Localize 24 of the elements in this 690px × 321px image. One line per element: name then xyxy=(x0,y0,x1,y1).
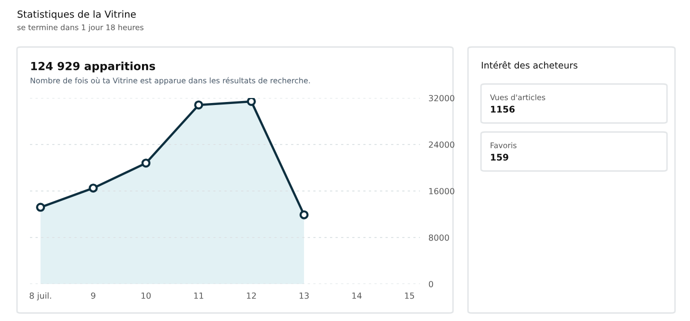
x-tick-label: 13 xyxy=(300,292,309,299)
x-tick-label: 8 juil. xyxy=(30,292,52,300)
x-tick-label: 9 xyxy=(91,292,96,299)
y-tick-label: 16000 xyxy=(429,188,454,194)
text: 159 xyxy=(491,154,508,161)
x-tick-label: 15 xyxy=(405,292,414,299)
text: 1156 xyxy=(491,106,515,113)
point xyxy=(300,210,309,220)
x-tick-label: 11 xyxy=(194,292,204,299)
y-tick-label: 32000 xyxy=(428,94,454,102)
x-tick-label: 14 xyxy=(352,292,362,299)
text: 124 929 apparitions xyxy=(31,62,156,72)
x-tick-label: 12 xyxy=(246,292,256,299)
point xyxy=(141,158,150,168)
point xyxy=(36,202,46,212)
point xyxy=(194,100,204,110)
point xyxy=(88,184,98,193)
y-tick-label: 8000 xyxy=(428,234,449,241)
chart-title: Statistiques de la Vitrine xyxy=(18,10,136,20)
x-tick-label: 10 xyxy=(142,292,151,299)
y-tick-label: 24000 xyxy=(428,141,454,148)
point xyxy=(246,98,256,106)
y-tick-label: 0 xyxy=(428,280,434,288)
text: Intérêt des acheteurs xyxy=(482,61,578,69)
